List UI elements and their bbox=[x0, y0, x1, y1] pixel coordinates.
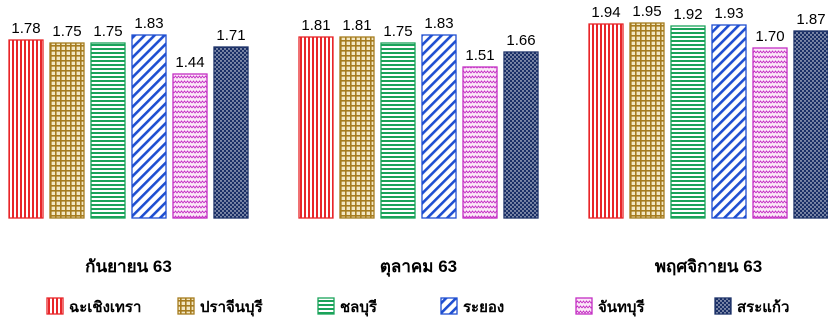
bar-2-5 bbox=[462, 66, 498, 219]
bar-1-1 bbox=[8, 39, 44, 219]
legend-swatch-3 bbox=[317, 297, 335, 315]
bar-2-1 bbox=[298, 36, 334, 219]
legend-label-4: ระยอง bbox=[463, 299, 504, 316]
bar-1-3 bbox=[90, 42, 126, 219]
category-label-1: กันยายน 63 bbox=[85, 257, 172, 276]
value-label-1-2: 1.75 bbox=[52, 23, 81, 40]
value-label-3-1: 1.94 bbox=[591, 4, 620, 21]
value-label-2-6: 1.66 bbox=[506, 32, 535, 49]
value-label-2-2: 1.81 bbox=[342, 17, 371, 34]
value-label-2-3: 1.75 bbox=[383, 23, 412, 40]
legend-label-5: จันทบุรี bbox=[598, 299, 645, 317]
value-label-1-1: 1.78 bbox=[11, 20, 40, 37]
value-label-2-1: 1.81 bbox=[301, 17, 330, 34]
value-label-3-6: 1.87 bbox=[796, 11, 825, 28]
bars-layer bbox=[8, 22, 828, 219]
value-label-2-4: 1.83 bbox=[424, 15, 453, 32]
legend-item-3: ชลบุรี bbox=[317, 297, 378, 317]
legend-item-6: สระแก้ว bbox=[714, 297, 789, 316]
value-label-3-5: 1.70 bbox=[755, 28, 784, 45]
bar-3-5 bbox=[752, 47, 788, 219]
bar-3-3 bbox=[670, 25, 706, 219]
value-label-3-2: 1.95 bbox=[632, 3, 661, 20]
legend-item-1: ฉะเชิงเทรา bbox=[46, 297, 141, 316]
value-label-1-5: 1.44 bbox=[175, 54, 204, 71]
bar-3-1 bbox=[588, 23, 624, 219]
value-label-1-6: 1.71 bbox=[216, 27, 245, 44]
legend-label-3: ชลบุรี bbox=[340, 299, 378, 317]
value-label-1-3: 1.75 bbox=[93, 23, 122, 40]
bar-2-2 bbox=[339, 36, 375, 219]
legend-swatch-1 bbox=[46, 297, 64, 315]
bar-1-4 bbox=[131, 34, 167, 219]
legend-item-5: จันทบุรี bbox=[575, 297, 645, 317]
bar-2-4 bbox=[421, 34, 457, 219]
value-labels-layer: 1.78 1.75 1.75 1.83 1.44 1.71 1.81 1.81 1.75 1.83… bbox=[11, 3, 825, 71]
value-label-3-3: 1.92 bbox=[673, 6, 702, 23]
legend: ฉะเชิงเทรา ปราจีนบุรี ชลบุรี ระยอง จันทบุรี ส… bbox=[46, 297, 789, 317]
value-label-2-5: 1.51 bbox=[465, 47, 494, 64]
legend-swatch-5 bbox=[575, 297, 593, 315]
legend-item-2: ปราจีนบุรี bbox=[177, 297, 264, 317]
category-label-2: ตุลาคม 63 bbox=[380, 257, 457, 277]
legend-label-6: สระแก้ว bbox=[737, 299, 789, 316]
legend-swatch-2 bbox=[177, 297, 195, 315]
legend-swatch-4 bbox=[440, 297, 458, 315]
bar-3-6 bbox=[793, 30, 828, 219]
legend-swatch-6 bbox=[714, 297, 732, 315]
bar-1-6 bbox=[213, 46, 249, 219]
legend-label-1: ฉะเชิงเทรา bbox=[69, 298, 141, 316]
bar-3-4 bbox=[711, 24, 747, 219]
category-labels-layer: กันยายน 63 ตุลาคม 63 พฤศจิกายน 63 bbox=[85, 257, 762, 277]
bar-1-2 bbox=[49, 42, 85, 219]
value-label-3-4: 1.93 bbox=[714, 5, 743, 22]
legend-item-4: ระยอง bbox=[440, 297, 504, 316]
bar-2-3 bbox=[380, 42, 416, 219]
bar-1-5 bbox=[172, 73, 208, 219]
legend-label-2: ปราจีนบุรี bbox=[200, 299, 264, 317]
bar-2-6 bbox=[503, 51, 539, 219]
category-label-3: พฤศจิกายน 63 bbox=[655, 257, 762, 276]
bar-3-2 bbox=[629, 22, 665, 219]
value-label-1-4: 1.83 bbox=[134, 15, 163, 32]
